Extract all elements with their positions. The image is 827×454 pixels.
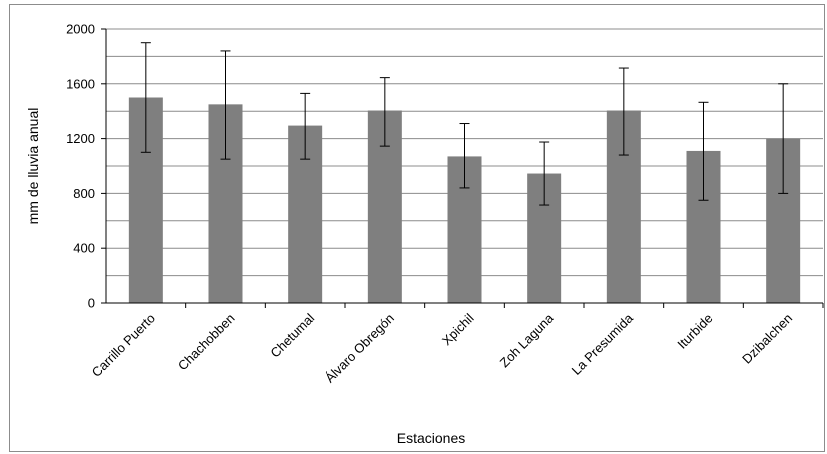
- bar-chart: 0 400 800 1200 1600 2000 Carrillo Puerto Chach…: [25, 22, 824, 446]
- y-tick-label: 800: [73, 186, 95, 201]
- y-tick-label: 2000: [66, 22, 95, 37]
- y-axis-title: mm de lluvia anual: [25, 108, 41, 225]
- chart-frame: 0 400 800 1200 1600 2000 Carrillo Puerto Chach…: [9, 4, 825, 452]
- y-tick-labels: 0 400 800 1200 1600 2000: [66, 22, 95, 311]
- bars: [128, 97, 801, 304]
- axes: [101, 28, 824, 308]
- y-tick-label: 400: [73, 241, 95, 256]
- x-tick-label: La Presumida: [569, 310, 637, 378]
- x-tick-label: Álvaro Obregón: [322, 311, 397, 386]
- x-tick-label: Xpichil: [439, 310, 477, 348]
- y-tick-label: 0: [88, 296, 95, 311]
- x-tick-label: Chachobben: [175, 311, 238, 374]
- x-tick-label: Dzibalchen: [739, 311, 795, 367]
- x-axis-title: Estaciones: [397, 430, 465, 446]
- x-tick-labels: Carrillo Puerto Chachobben Chetumal Álvaro …: [89, 310, 796, 386]
- x-tick-label: Iturbide: [674, 311, 715, 352]
- y-tick-label: 1600: [66, 76, 95, 91]
- y-tick-label: 1200: [66, 131, 95, 146]
- x-tick-label: Carrillo Puerto: [89, 311, 158, 380]
- error-bars: [140, 42, 789, 206]
- x-tick-label: Zoh Laguna: [497, 310, 557, 370]
- x-tick-label: Chetumal: [267, 310, 317, 360]
